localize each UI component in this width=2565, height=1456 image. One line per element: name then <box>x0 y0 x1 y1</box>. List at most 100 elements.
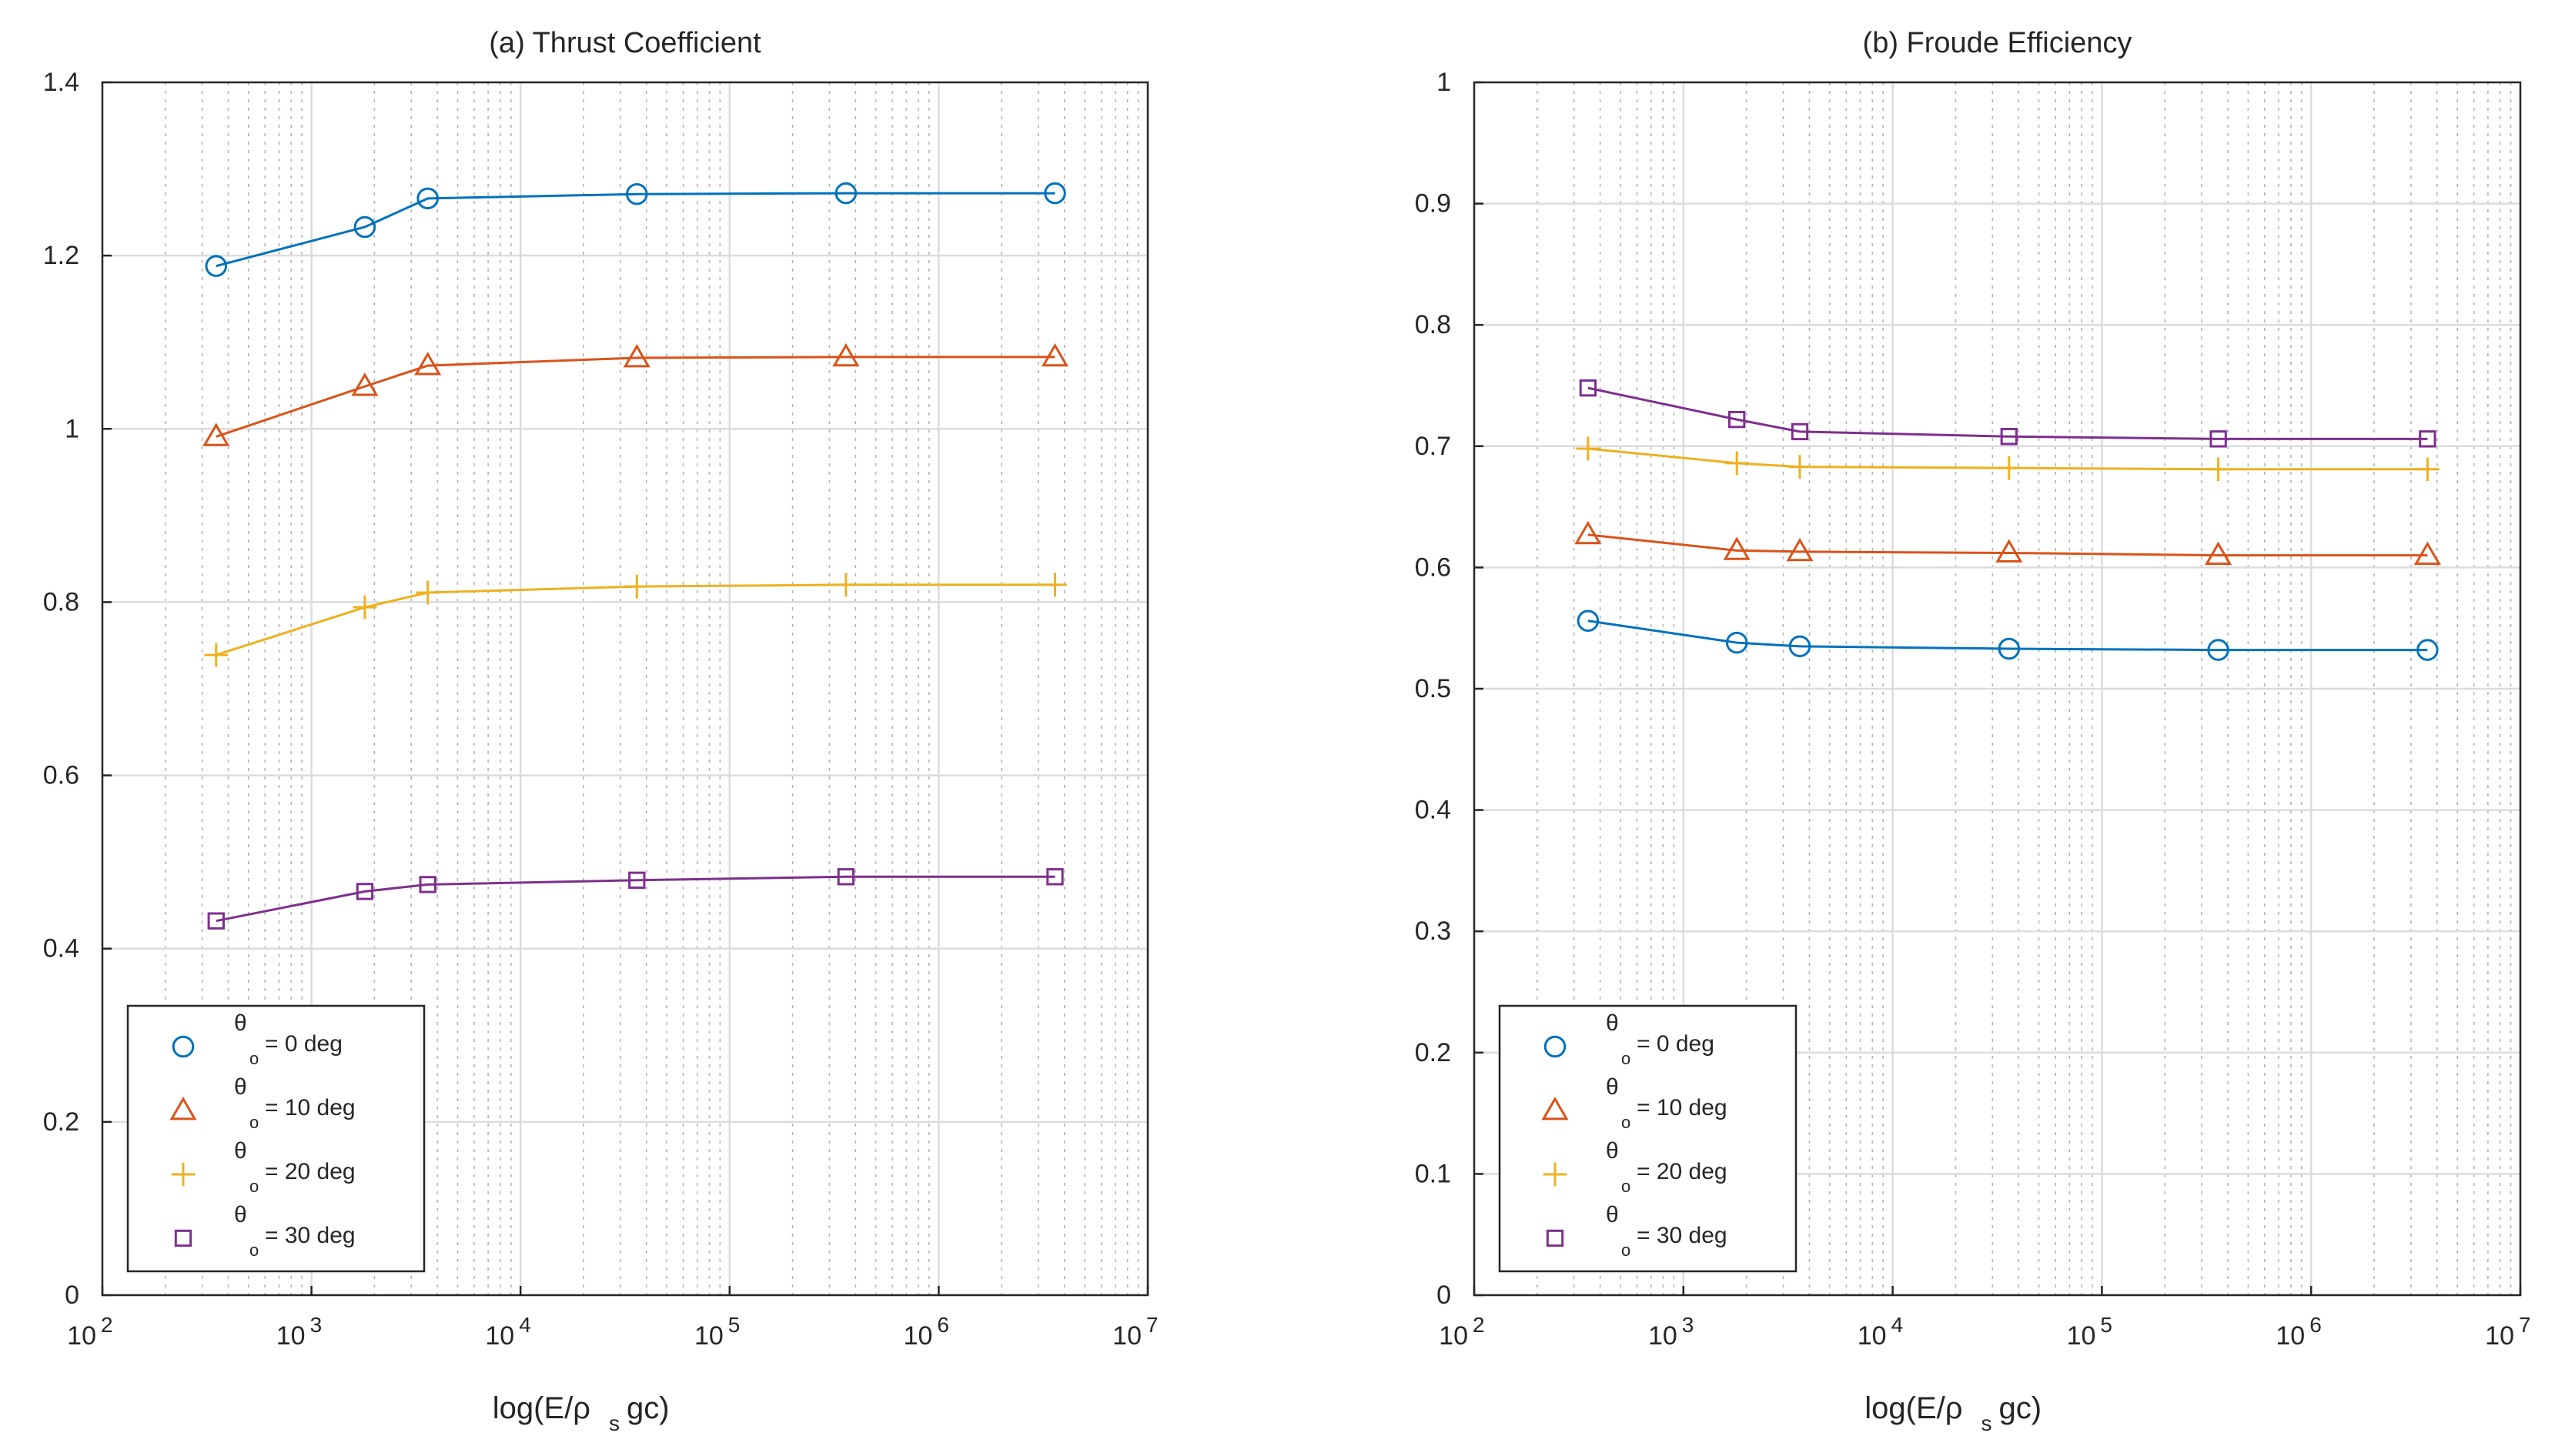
x-tick-exponent: 4 <box>1891 1313 1904 1337</box>
data-point-circle <box>1577 609 1600 633</box>
x-tick-label: 10 <box>2485 1321 2514 1351</box>
x-tick-exponent: 7 <box>2519 1313 2531 1337</box>
data-point-triangle <box>1574 520 1602 545</box>
series-plus <box>1576 436 2440 482</box>
series-line <box>1587 533 2428 557</box>
data-point-plus <box>204 643 229 667</box>
series-line <box>216 583 1055 656</box>
legend-label: = 20 deg <box>1637 1159 1727 1184</box>
legend-subscript: o <box>1621 1241 1630 1260</box>
legend-label: = 0 deg <box>1637 1031 1714 1057</box>
x-tick-label: 10 <box>485 1321 514 1351</box>
y-tick-label: 0.9 <box>1415 189 1451 219</box>
legend-box <box>1498 1004 1798 1273</box>
series-triangle <box>202 342 1069 446</box>
x-tick-exponent: 4 <box>519 1313 531 1337</box>
data-point-circle <box>205 255 228 277</box>
data-point-triangle <box>1041 342 1069 367</box>
y-tick-label: 0.8 <box>43 587 79 616</box>
x-tick-exponent: 6 <box>937 1313 949 1337</box>
legend-subscript: o <box>1621 1049 1630 1068</box>
legend-item: θo = 30 deg <box>1546 1202 1727 1260</box>
data-point-square <box>419 876 436 893</box>
x-axis-label-subscript: s <box>609 1411 620 1435</box>
data-point-circle <box>1543 1035 1567 1058</box>
legend-label: = 0 deg <box>265 1031 343 1057</box>
legend-item: θo = 0 deg <box>172 1010 343 1068</box>
data-point-square <box>1579 379 1597 397</box>
y-tick-label: 0.4 <box>43 934 79 963</box>
data-point-square <box>174 1229 192 1247</box>
y-tick-label: 0.6 <box>43 761 79 790</box>
x-axis-label: log(E/ρ <box>493 1391 590 1425</box>
y-tick-label: 0.2 <box>1415 1038 1451 1067</box>
data-point-plus <box>2206 457 2230 482</box>
data-point-square <box>2000 428 2018 446</box>
legend-box <box>126 1004 426 1273</box>
y-tick-label: 0.7 <box>1415 432 1451 461</box>
data-point-square <box>1791 422 1809 441</box>
data-point-plus <box>1543 1162 1567 1187</box>
x-axis-label-tail: gc) <box>627 1391 670 1425</box>
x-tick-exponent: 6 <box>2309 1313 2322 1337</box>
legend-item: θo = 30 deg <box>174 1202 356 1260</box>
x-tick-exponent: 2 <box>1473 1313 1485 1337</box>
y-tick-label: 0.6 <box>1415 553 1451 582</box>
data-point-square <box>2419 430 2436 448</box>
data-point-plus <box>1724 451 1749 476</box>
legend-symbol: θ <box>234 1138 247 1164</box>
y-tick-label: 0.5 <box>1415 674 1451 703</box>
x-tick-exponent: 2 <box>101 1313 113 1337</box>
data-point-plus <box>1787 455 1812 479</box>
legend-item: θo = 20 deg <box>171 1138 356 1196</box>
data-point-circle <box>1725 631 1748 654</box>
data-point-circle <box>416 187 439 210</box>
data-point-triangle <box>1723 536 1751 560</box>
legend-label: = 20 deg <box>265 1159 356 1184</box>
series-line <box>216 192 1055 268</box>
data-point-plus <box>2416 457 2440 482</box>
series-line <box>216 875 1055 923</box>
x-tick-label: 10 <box>2067 1321 2096 1351</box>
series-square <box>207 868 1064 930</box>
x-tick-label: 10 <box>67 1321 96 1351</box>
y-tick-label: 0.2 <box>43 1107 79 1137</box>
y-tick-label: 0 <box>65 1281 79 1310</box>
grid <box>102 82 1148 1295</box>
data-point-triangle <box>1786 537 1814 562</box>
data-point-plus <box>171 1162 196 1187</box>
data-point-circle <box>353 215 376 239</box>
chart-title: (a) Thrust Coefficient <box>489 27 761 59</box>
x-tick-exponent: 7 <box>1146 1313 1159 1337</box>
data-point-circle <box>1044 182 1066 205</box>
data-point-plus <box>1043 573 1067 597</box>
data-point-plus <box>1997 456 2022 480</box>
data-point-circle <box>1998 637 2021 660</box>
chart-title: (b) Froude Efficiency <box>1863 27 2132 59</box>
data-point-plus <box>834 573 858 597</box>
x-axis-label-tail: gc) <box>1999 1391 2042 1425</box>
x-tick-label: 10 <box>1648 1321 1677 1351</box>
x-tick-exponent: 5 <box>2100 1313 2112 1337</box>
legend-item: θo = 10 deg <box>169 1074 356 1132</box>
data-point-triangle <box>202 422 230 446</box>
data-point-triangle <box>2413 541 2441 566</box>
x-tick-label: 10 <box>1112 1321 1142 1351</box>
legend-item: θo = 10 deg <box>1541 1074 1727 1132</box>
data-point-plus <box>353 595 377 619</box>
y-tick-label: 0.8 <box>1415 310 1451 339</box>
legend-symbol: θ <box>234 1074 247 1100</box>
y-tick-label: 0.3 <box>1415 917 1451 946</box>
data-point-square <box>837 868 855 886</box>
legend: θo= 0 deg θo= 10 deg θo= 20 deg θo= 30 deg <box>126 1004 426 1273</box>
data-point-triangle <box>623 343 650 368</box>
series-plus <box>204 573 1067 667</box>
data-point-plus <box>416 580 440 605</box>
series-circle <box>205 182 1066 277</box>
data-point-square <box>2209 430 2227 448</box>
data-point-square <box>1728 410 1746 429</box>
data-point-triangle <box>414 352 442 376</box>
data-point-triangle <box>1541 1096 1569 1120</box>
